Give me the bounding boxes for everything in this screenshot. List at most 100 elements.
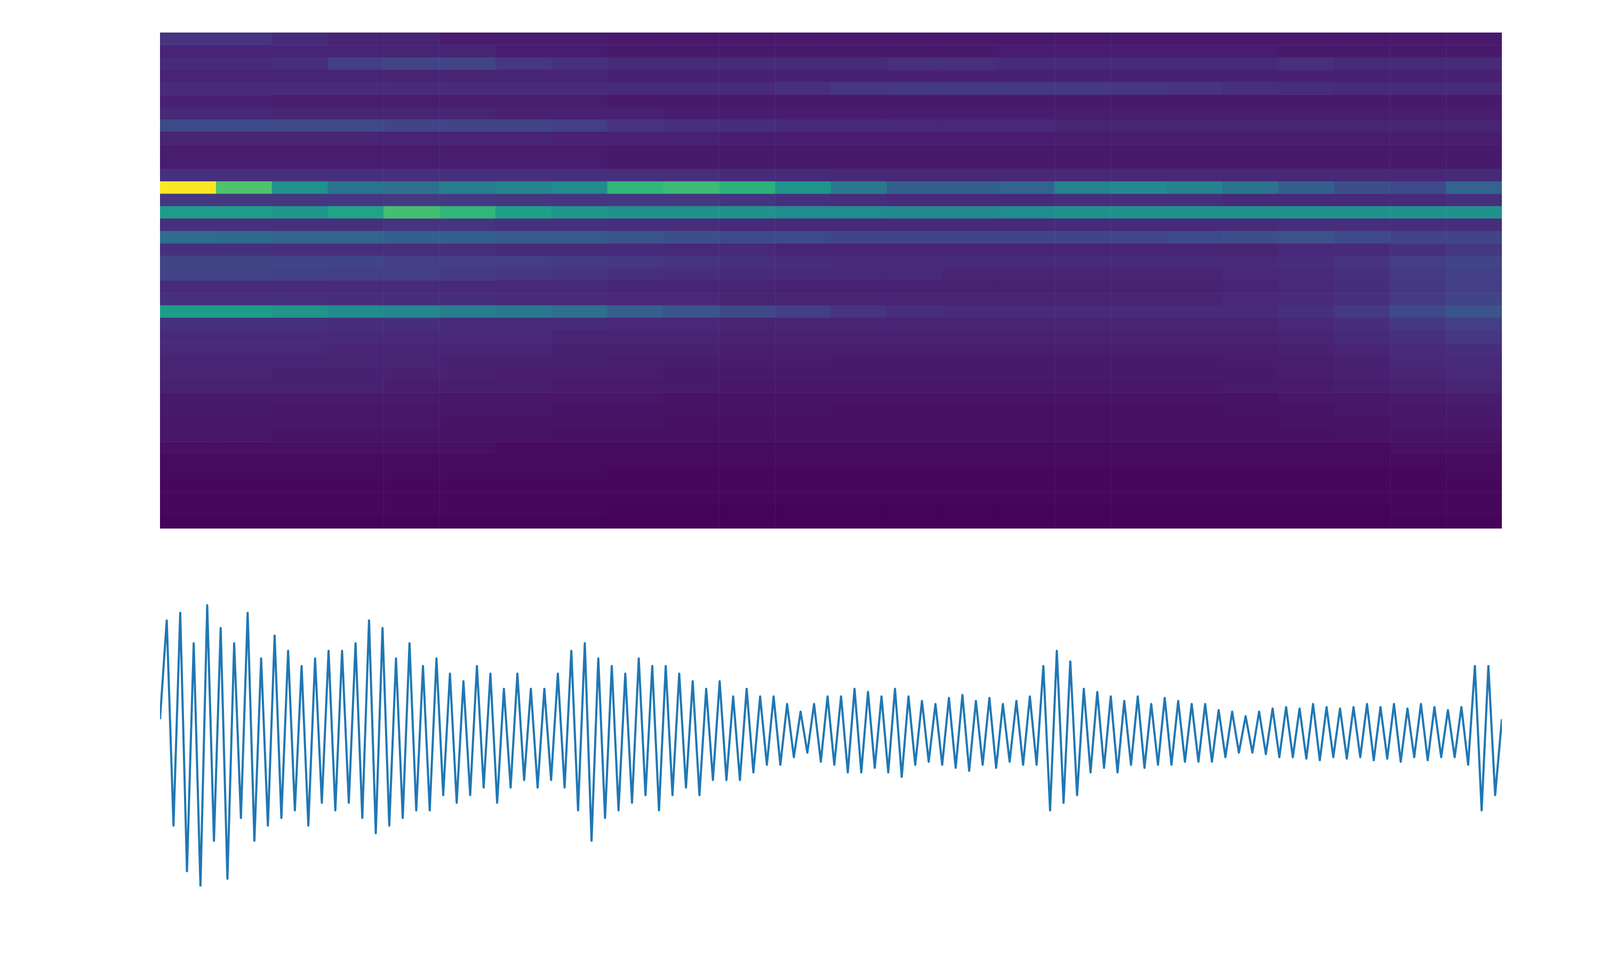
heatmap-cell bbox=[774, 478, 831, 492]
heatmap-cell bbox=[663, 305, 720, 319]
heatmap-cell bbox=[551, 156, 608, 170]
heatmap-cell bbox=[160, 82, 216, 95]
heatmap-cell bbox=[1054, 107, 1111, 120]
heatmap-cell bbox=[886, 454, 943, 468]
heatmap-cell bbox=[1110, 230, 1167, 244]
heatmap-cell bbox=[663, 107, 720, 120]
heatmap-cell bbox=[495, 330, 552, 343]
heatmap-cell bbox=[160, 32, 216, 46]
heatmap-cell bbox=[607, 392, 664, 405]
heatmap-cell bbox=[439, 268, 496, 282]
heatmap-cell bbox=[328, 107, 384, 120]
heatmap-cell bbox=[663, 119, 720, 133]
heatmap-cell bbox=[551, 417, 608, 430]
heatmap-cell bbox=[1278, 69, 1335, 83]
heatmap-cell bbox=[718, 218, 775, 232]
heatmap-cell bbox=[1445, 119, 1502, 133]
heatmap-cell bbox=[1334, 342, 1391, 356]
heatmap-cell bbox=[383, 491, 440, 504]
heatmap-cell bbox=[663, 69, 720, 83]
heatmap-cell bbox=[830, 355, 887, 368]
heatmap-cell bbox=[1278, 379, 1335, 393]
heatmap-cell bbox=[830, 181, 887, 195]
heatmap-cell bbox=[718, 516, 775, 529]
heatmap-cell bbox=[272, 429, 328, 443]
heatmap-cell bbox=[551, 268, 608, 282]
heatmap-cell bbox=[942, 516, 999, 529]
heatmap-cell bbox=[1054, 230, 1111, 244]
heatmap-cell bbox=[439, 256, 496, 269]
heatmap-cell bbox=[439, 404, 496, 418]
heatmap-cell bbox=[1278, 119, 1335, 133]
heatmap-cell bbox=[495, 292, 552, 306]
heatmap-cell bbox=[1110, 417, 1167, 430]
heatmap-cell bbox=[1389, 144, 1446, 157]
heatmap-cell bbox=[1389, 44, 1446, 58]
heatmap-cell bbox=[1278, 131, 1335, 145]
heatmap-cell bbox=[886, 243, 943, 256]
heatmap-cell bbox=[1334, 144, 1391, 157]
heatmap-cell bbox=[439, 491, 496, 504]
heatmap-cell bbox=[607, 69, 664, 83]
heatmap-cell bbox=[551, 330, 608, 343]
heatmap-cell bbox=[942, 392, 999, 405]
heatmap-cell bbox=[1334, 441, 1391, 455]
heatmap-cell bbox=[1445, 256, 1502, 269]
heatmap-cell bbox=[607, 94, 664, 108]
heatmap-cell bbox=[495, 32, 552, 46]
heatmap-cell bbox=[551, 478, 608, 492]
heatmap-cell bbox=[160, 454, 216, 468]
heatmap-cell bbox=[774, 230, 831, 244]
heatmap-cell bbox=[1054, 292, 1111, 306]
heatmap-cell bbox=[663, 181, 720, 195]
heatmap-cell bbox=[1166, 156, 1223, 170]
heatmap-cell bbox=[886, 256, 943, 269]
heatmap-cell bbox=[328, 317, 384, 331]
heatmap-cell bbox=[607, 218, 664, 232]
heatmap-cell bbox=[886, 44, 943, 58]
heatmap-cell bbox=[1278, 317, 1335, 331]
heatmap-cell bbox=[1445, 367, 1502, 381]
heatmap-cell bbox=[886, 218, 943, 232]
heatmap-cell bbox=[495, 504, 552, 517]
heatmap-cell bbox=[663, 342, 720, 356]
heatmap-cell bbox=[383, 305, 440, 319]
heatmap-cell bbox=[495, 181, 552, 195]
heatmap-cell bbox=[551, 367, 608, 381]
heatmap-cell bbox=[942, 355, 999, 368]
heatmap-cell bbox=[551, 181, 608, 195]
heatmap-cell bbox=[1222, 230, 1279, 244]
heatmap-cell bbox=[663, 404, 720, 418]
heatmap-cell bbox=[383, 169, 440, 182]
heatmap-cell bbox=[774, 280, 831, 294]
heatmap-cell bbox=[1278, 169, 1335, 182]
heatmap-cell bbox=[1222, 305, 1279, 319]
heatmap-cell bbox=[942, 82, 999, 95]
heatmap-cell bbox=[551, 305, 608, 319]
heatmap-cell bbox=[1054, 516, 1111, 529]
heatmap-cell bbox=[1278, 206, 1335, 220]
heatmap-cell bbox=[1445, 504, 1502, 517]
heatmap-cell bbox=[998, 32, 1055, 46]
heatmap-cell bbox=[1110, 44, 1167, 58]
heatmap-cell bbox=[1334, 107, 1391, 120]
heatmap-cell bbox=[328, 32, 384, 46]
heatmap-cell bbox=[439, 429, 496, 443]
heatmap-cell bbox=[1166, 491, 1223, 504]
heatmap-cell bbox=[1110, 454, 1167, 468]
heatmap-cell bbox=[439, 193, 496, 207]
heatmap-cell bbox=[1166, 119, 1223, 133]
heatmap-cell bbox=[1334, 169, 1391, 182]
heatmap-cell bbox=[1334, 280, 1391, 294]
heatmap-cell bbox=[160, 44, 216, 58]
heatmap-cell bbox=[439, 454, 496, 468]
heatmap-cell bbox=[998, 119, 1055, 133]
heatmap-cell bbox=[830, 280, 887, 294]
heatmap-cell bbox=[383, 131, 440, 145]
heatmap-cell bbox=[607, 342, 664, 356]
heatmap-cell bbox=[663, 94, 720, 108]
heatmap-cell bbox=[663, 268, 720, 282]
heatmap-cell bbox=[1389, 156, 1446, 170]
heatmap-cell bbox=[1166, 131, 1223, 145]
heatmap-cell bbox=[774, 441, 831, 455]
